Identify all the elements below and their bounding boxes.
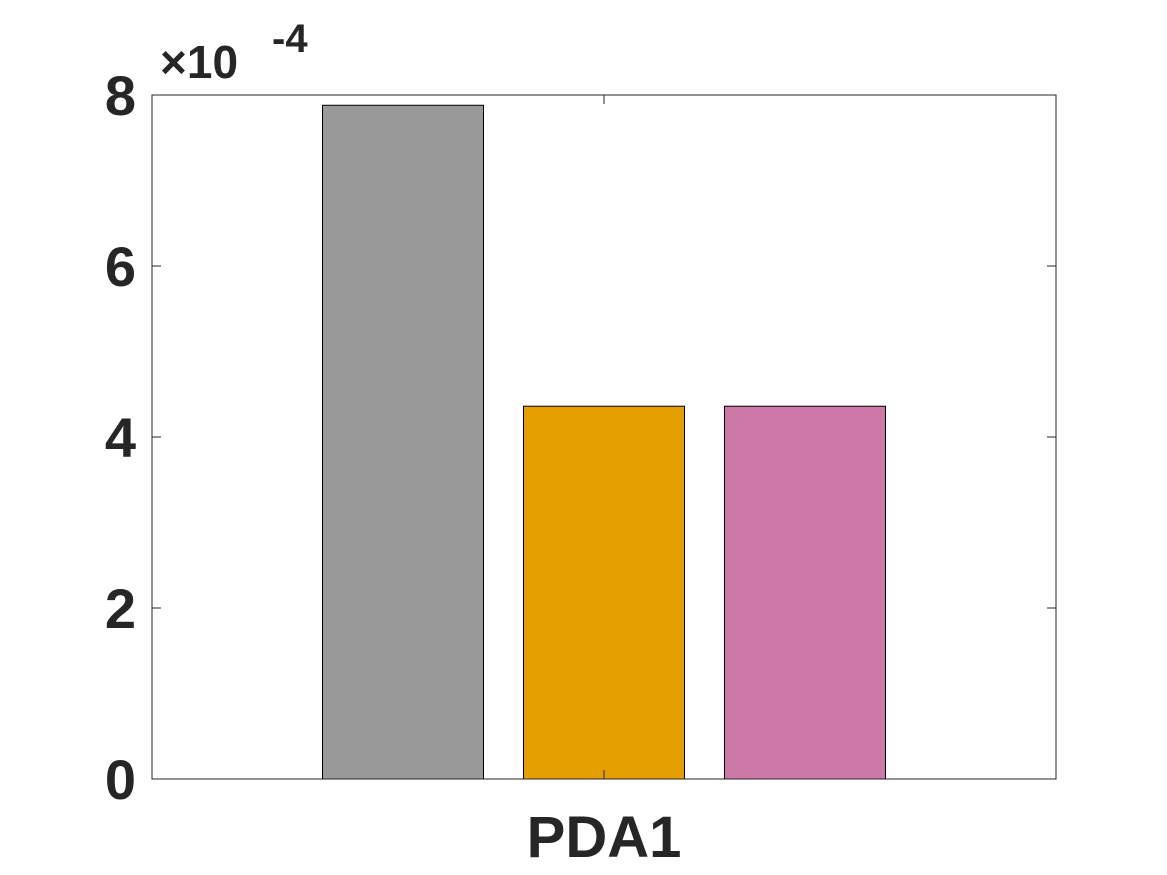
y-tick-label: 0 (105, 748, 136, 811)
x-tick-label: PDA1 (527, 805, 682, 870)
bar-series-2-pda1 (523, 405, 685, 780)
bars-group (322, 104, 886, 780)
bar-series-3-pda1 (724, 405, 886, 780)
y-tick-label: 2 (105, 577, 136, 640)
bar-series-1-pda1 (322, 104, 484, 780)
y-exponent-multiplier: ×10 (160, 36, 238, 88)
y-exponent-power: -4 (272, 17, 308, 61)
tick-labels-group: PDA1 0 2 4 6 8 (105, 64, 682, 870)
ticks-group (152, 94, 1056, 780)
y-tick-label: 6 (105, 235, 136, 298)
y-tick-label: 4 (105, 406, 136, 469)
y-tick-label: 8 (105, 64, 136, 127)
